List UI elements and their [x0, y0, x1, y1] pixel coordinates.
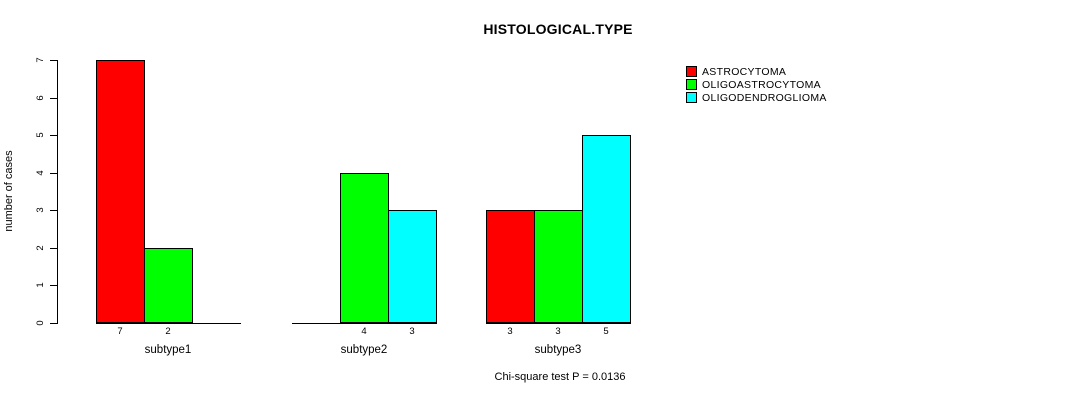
- y-axis-tick: [50, 248, 57, 249]
- x-axis-baseline: [486, 323, 631, 324]
- y-axis-tick-label: 1: [34, 282, 46, 288]
- legend-label: OLIGOASTROCYTOMA: [702, 78, 821, 91]
- legend-swatch-icon: [686, 79, 697, 90]
- y-axis-tick: [50, 135, 57, 136]
- y-axis-tick-label: 2: [34, 245, 46, 251]
- y-axis-tick-label: 0: [34, 320, 46, 326]
- bar-oligoastrocytoma-subtype3: [534, 210, 583, 323]
- bar-oligodendroglioma-subtype3: [582, 135, 631, 323]
- chi-square-footnote: Chi-square test P = 0.0136: [494, 371, 626, 383]
- y-axis-tick: [50, 285, 57, 286]
- legend-swatch-icon: [686, 66, 697, 77]
- category-label-subtype3: subtype3: [534, 344, 582, 356]
- x-axis-baseline: [96, 323, 241, 324]
- bar-astrocytoma-subtype3: [486, 210, 535, 323]
- y-axis-title: number of cases: [3, 150, 15, 232]
- bar-oligodendroglioma-subtype2: [388, 210, 437, 323]
- bar-value-label: 5: [603, 326, 609, 337]
- bar-value-label: 3: [507, 326, 513, 337]
- category-label-subtype2: subtype2: [340, 344, 388, 356]
- legend-item: OLIGOASTROCYTOMA: [686, 78, 827, 91]
- legend-item: OLIGODENDROGLIOMA: [686, 91, 827, 104]
- y-axis-tick-label: 6: [34, 95, 46, 101]
- chart-title: HISTOLOGICAL.TYPE: [483, 21, 633, 37]
- bar-oligoastrocytoma-subtype2: [340, 173, 389, 323]
- y-axis-tick: [50, 98, 57, 99]
- legend-item: ASTROCYTOMA: [686, 65, 827, 78]
- bar-value-label: 2: [165, 326, 171, 337]
- y-axis-tick-label: 7: [34, 57, 46, 63]
- y-axis-tick: [50, 210, 57, 211]
- bar-value-label: 3: [409, 326, 415, 337]
- bar-value-label: 7: [117, 326, 123, 337]
- y-axis-tick: [50, 60, 57, 61]
- legend-label: OLIGODENDROGLIOMA: [702, 91, 827, 104]
- category-label-subtype1: subtype1: [144, 344, 192, 356]
- y-axis-tick: [50, 173, 57, 174]
- bar-astrocytoma-subtype1: [96, 60, 145, 323]
- legend: ASTROCYTOMA OLIGOASTROCYTOMA OLIGODENDROGL…: [686, 65, 827, 104]
- legend-swatch-icon: [686, 92, 697, 103]
- y-axis-line: [57, 60, 58, 324]
- bar-oligoastrocytoma-subtype1: [144, 248, 193, 323]
- y-axis-tick: [50, 323, 57, 324]
- y-axis-tick-label: 4: [34, 170, 46, 176]
- legend-label: ASTROCYTOMA: [702, 65, 787, 78]
- y-axis-tick-label: 5: [34, 132, 46, 138]
- bar-value-label: 4: [361, 326, 367, 337]
- x-axis-baseline: [292, 323, 437, 324]
- bar-value-label: 3: [555, 326, 561, 337]
- y-axis-tick-label: 3: [34, 207, 46, 213]
